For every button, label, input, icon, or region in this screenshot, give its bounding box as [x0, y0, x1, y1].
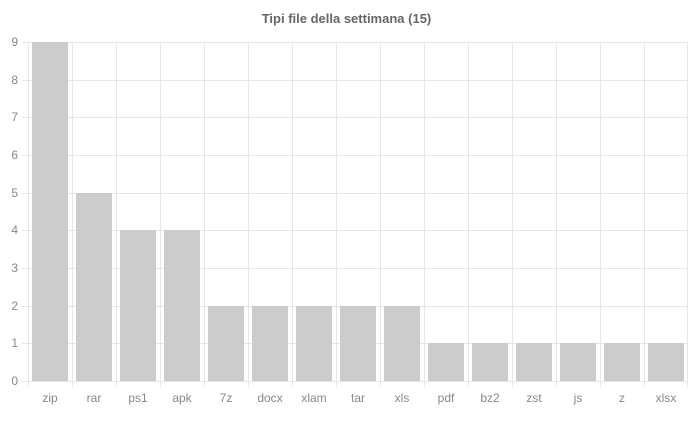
x-tick-label-ps1: ps1 — [128, 391, 148, 405]
y-gridline-5 — [28, 192, 688, 194]
bar-7z[interactable] — [208, 305, 244, 381]
bar-tar[interactable] — [340, 305, 376, 381]
bar-ps1[interactable] — [120, 230, 156, 381]
y-tick-label-2: 2 — [11, 298, 18, 313]
bar-apk[interactable] — [164, 230, 200, 381]
x-tick-mark-14 — [644, 381, 645, 387]
x-tick-label-z: z — [619, 391, 625, 405]
bar-bz2[interactable] — [472, 343, 508, 381]
x-tick-mark-5 — [248, 381, 249, 387]
y-gridline-0 — [28, 381, 688, 382]
x-gridline-15 — [687, 42, 688, 381]
y-tick-mark-9 — [22, 42, 28, 43]
x-gridline-9 — [424, 42, 425, 381]
y-tick-label-0: 0 — [11, 374, 18, 388]
x-tick-mark-1 — [72, 381, 73, 387]
x-tick-label-rar: rar — [86, 391, 102, 405]
bar-zst[interactable] — [516, 343, 552, 381]
x-gridline-7 — [336, 42, 337, 381]
x-tick-label-zip: zip — [42, 391, 58, 405]
y-tick-mark-5 — [22, 192, 28, 194]
x-tick-label-bz2: bz2 — [480, 391, 500, 405]
bar-pdf[interactable] — [428, 343, 464, 381]
x-gridline-5 — [248, 42, 249, 381]
x-tick-label-zst: zst — [526, 391, 542, 405]
x-tick-label-xlsx: xlsx — [655, 391, 677, 405]
bar-rar[interactable] — [76, 192, 112, 381]
x-gridline-14 — [644, 42, 645, 381]
x-tick-mark-15 — [687, 381, 688, 387]
y-tick-label-9: 9 — [11, 35, 18, 49]
bar-docx[interactable] — [252, 305, 288, 381]
x-tick-mark-8 — [380, 381, 381, 387]
x-tick-mark-2 — [116, 381, 117, 387]
y-gridline-9 — [28, 42, 688, 43]
bar-xlsx[interactable] — [648, 343, 684, 381]
y-tick-mark-1 — [22, 343, 28, 345]
x-tick-label-apk: apk — [172, 391, 192, 405]
x-gridline-8 — [380, 42, 381, 381]
y-gridline-6 — [28, 155, 688, 156]
y-gridline-4 — [28, 230, 688, 232]
x-tick-mark-7 — [336, 381, 337, 387]
y-tick-label-4: 4 — [11, 223, 18, 238]
y-tick-label-7: 7 — [11, 110, 18, 125]
y-gridline-8 — [28, 79, 688, 81]
x-tick-mark-10 — [468, 381, 469, 387]
x-tick-mark-12 — [556, 381, 557, 387]
x-tick-label-js: js — [573, 391, 583, 405]
plot-area — [28, 42, 688, 382]
x-gridline-12 — [556, 42, 557, 381]
x-gridline-6 — [292, 42, 293, 381]
y-tick-label-1: 1 — [11, 336, 18, 351]
x-tick-label-tar: tar — [350, 391, 365, 405]
x-gridline-13 — [600, 42, 601, 381]
x-tick-mark-4 — [204, 381, 205, 387]
x-tick-mark-6 — [292, 381, 293, 387]
y-tick-mark-4 — [22, 230, 28, 232]
x-tick-label-pdf: pdf — [437, 391, 455, 405]
bar-zip[interactable] — [32, 42, 68, 381]
y-tick-mark-8 — [22, 79, 28, 81]
bar-z[interactable] — [604, 343, 640, 381]
y-tick-mark-3 — [22, 268, 28, 269]
x-gridline-0 — [28, 42, 29, 381]
x-tick-mark-11 — [512, 381, 513, 387]
x-gridline-4 — [204, 42, 205, 381]
x-tick-label-xlam: xlam — [301, 391, 327, 405]
y-tick-mark-2 — [22, 305, 28, 307]
x-tick-mark-9 — [424, 381, 425, 387]
y-tick-label-8: 8 — [11, 72, 18, 87]
x-tick-label-7z: 7z — [219, 391, 233, 405]
y-tick-label-6: 6 — [11, 148, 18, 162]
y-tick-label-3: 3 — [11, 261, 18, 275]
bar-xls[interactable] — [384, 305, 420, 381]
x-gridline-1 — [72, 42, 73, 381]
y-gridline-3 — [28, 268, 688, 269]
x-tick-label-xls: xls — [394, 391, 410, 405]
x-tick-mark-13 — [600, 381, 601, 387]
x-tick-mark-0 — [28, 381, 29, 387]
bar-js[interactable] — [560, 343, 596, 381]
x-gridline-10 — [468, 42, 469, 381]
x-tick-label-docx: docx — [257, 391, 283, 405]
y-gridline-7 — [28, 117, 688, 119]
y-tick-mark-6 — [22, 155, 28, 156]
y-tick-mark-0 — [22, 381, 28, 382]
y-tick-label-5: 5 — [11, 185, 18, 200]
x-gridline-2 — [116, 42, 117, 381]
bar-xlam[interactable] — [296, 305, 332, 381]
x-gridline-11 — [512, 42, 513, 381]
x-gridline-3 — [160, 42, 161, 381]
chart-title: Tipi file della settimana (15) — [261, 11, 432, 26]
y-tick-mark-7 — [22, 117, 28, 119]
x-tick-mark-3 — [160, 381, 161, 387]
